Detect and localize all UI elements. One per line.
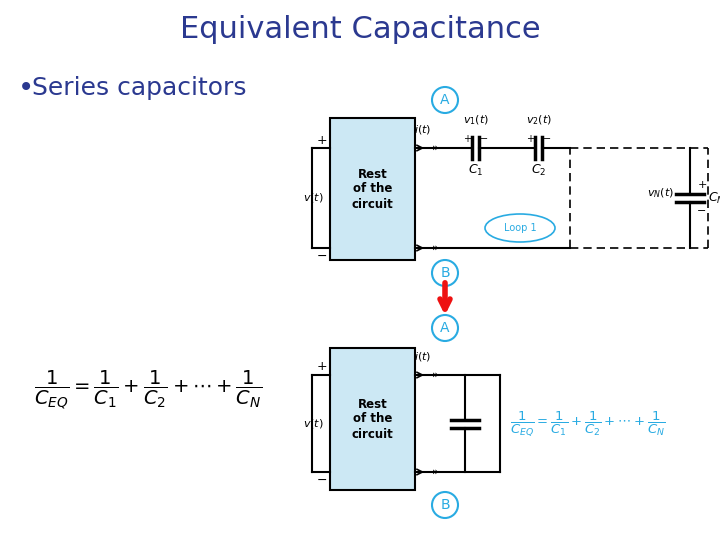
- Text: +: +: [316, 361, 327, 374]
- Text: »: »: [431, 143, 438, 153]
- Bar: [330, 118, 415, 260]
- Text: Loop 1: Loop 1: [504, 223, 536, 233]
- Ellipse shape: [485, 214, 555, 242]
- Text: $\dfrac{1}{C_{EQ}} = \dfrac{1}{C_1} + \dfrac{1}{C_2} + \cdots + \dfrac{1}{C_N}$: $\dfrac{1}{C_{EQ}} = \dfrac{1}{C_1} + \d…: [510, 409, 665, 438]
- Text: B: B: [440, 498, 450, 512]
- Text: •: •: [18, 74, 35, 102]
- Text: $i(t)$: $i(t)$: [415, 350, 431, 363]
- Text: Rest
of the
circuit: Rest of the circuit: [351, 397, 393, 441]
- Text: $C_N$: $C_N$: [708, 191, 720, 206]
- Text: −: −: [317, 474, 327, 487]
- Text: $\dfrac{1}{C_{EQ}} = \dfrac{1}{C_1} + \dfrac{1}{C_2} + \cdots + \dfrac{1}{C_N}$: $\dfrac{1}{C_{EQ}} = \dfrac{1}{C_1} + \d…: [34, 369, 262, 411]
- Text: $C_2$: $C_2$: [531, 163, 546, 178]
- Text: $C_1$: $C_1$: [468, 163, 483, 178]
- Bar: [330, 348, 415, 490]
- Text: Equivalent Capacitance: Equivalent Capacitance: [180, 16, 540, 44]
- Text: −: −: [543, 134, 551, 144]
- Text: A: A: [440, 321, 450, 335]
- Text: $v_2(t)$: $v_2(t)$: [526, 113, 552, 127]
- Text: $v(t)$: $v(t)$: [303, 192, 324, 205]
- Text: +: +: [697, 180, 707, 190]
- Text: $i(t)$: $i(t)$: [415, 123, 431, 136]
- Text: A: A: [440, 93, 450, 107]
- Text: $v_1(t)$: $v_1(t)$: [462, 113, 488, 127]
- Text: »: »: [431, 243, 438, 253]
- Text: +: +: [526, 134, 534, 144]
- Text: +: +: [463, 134, 471, 144]
- Text: Rest
of the
circuit: Rest of the circuit: [351, 167, 393, 211]
- Text: $v(t)$: $v(t)$: [303, 417, 324, 430]
- Text: −: −: [697, 206, 707, 216]
- Text: »: »: [431, 467, 438, 477]
- Text: $v_N(t)$: $v_N(t)$: [647, 186, 674, 200]
- Text: B: B: [440, 266, 450, 280]
- Text: −: −: [317, 249, 327, 262]
- Text: »: »: [431, 370, 438, 380]
- Text: −: −: [480, 134, 488, 144]
- Text: +: +: [316, 133, 327, 146]
- Text: Series capacitors: Series capacitors: [32, 76, 246, 100]
